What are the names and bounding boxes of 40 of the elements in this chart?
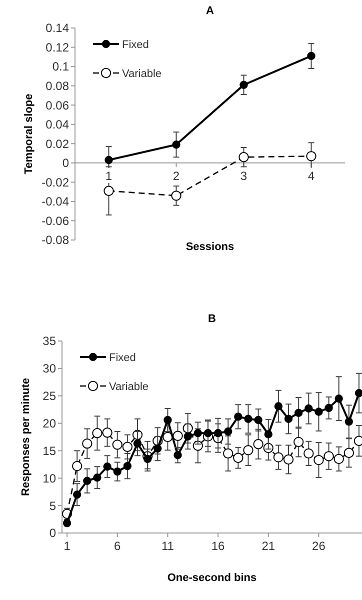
y-tick-label: 0.14 (46, 21, 70, 36)
chart-title: A (206, 5, 214, 17)
y-tick-label: 5 (49, 498, 56, 513)
x-tick-label: 3 (240, 168, 248, 183)
x-tick-label: 2 (172, 168, 180, 183)
y-tick-label: -0.02 (42, 175, 70, 190)
y-tick-label: 0.04 (46, 118, 70, 132)
y-tick-label: 0.02 (46, 136, 70, 151)
x-tick-label: 11 (161, 539, 174, 553)
y-tick-label: 25 (42, 389, 56, 404)
x-tick-label: 1 (64, 539, 71, 553)
x-tick-label: 21 (262, 539, 276, 553)
x-axis-title: One-second bins (167, 572, 257, 584)
y-tick-label: 0.06 (46, 98, 70, 112)
y-tick-label: -0.06 (42, 214, 70, 228)
chart-title: B (208, 313, 216, 325)
y-tick-label: 10 (42, 471, 56, 486)
y-tick-label: 0 (49, 526, 56, 540)
y-tick-label: 0.1 (52, 60, 70, 74)
y-tick-label: -0.04 (42, 194, 70, 209)
y-axis-title: Responses per minute (20, 378, 32, 496)
y-tick-label: 0 (62, 156, 70, 170)
y-tick-label: 35 (42, 334, 56, 348)
x-tick-label: 26 (312, 539, 326, 553)
x-axis-title: Sessions (186, 241, 234, 253)
x-tick-label: 6 (114, 539, 122, 553)
y-tick-label: 20 (42, 416, 56, 430)
legend-label: Fixed (109, 352, 136, 364)
x-tick-label: 4 (308, 168, 315, 183)
legend-label: Variable (109, 380, 149, 393)
y-tick-label: 30 (42, 362, 56, 376)
x-tick-label: 16 (211, 539, 226, 553)
x-tick-label: 1 (105, 168, 112, 183)
y-tick-label: 0.08 (46, 79, 70, 94)
y-tick-label: 15 (42, 444, 56, 458)
y-tick-label: 0.12 (46, 40, 70, 54)
legend-label: Variable (122, 68, 162, 80)
y-axis-title: Temporal slope (23, 94, 35, 174)
y-tick-label: -0.08 (42, 233, 70, 248)
legend-label: Fixed (122, 38, 149, 51)
